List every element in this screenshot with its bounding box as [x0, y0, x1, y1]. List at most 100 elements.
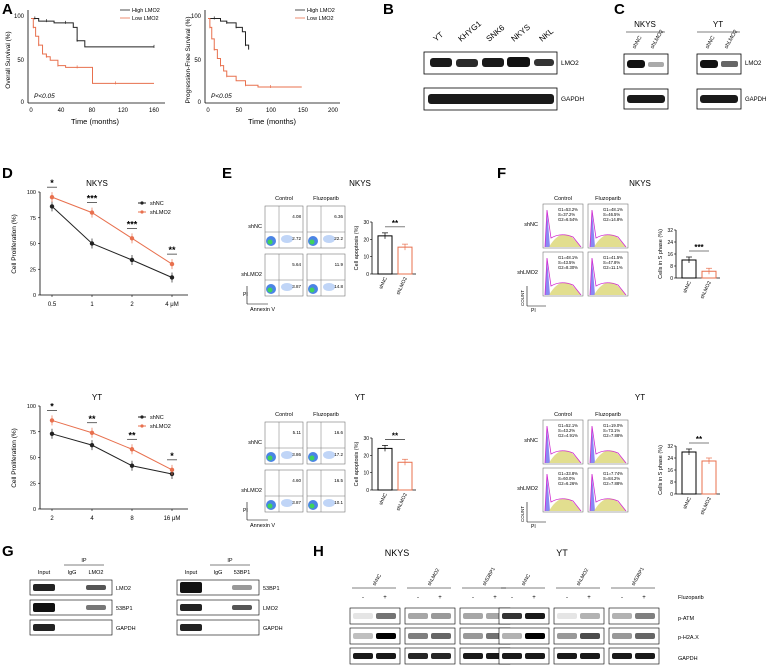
phase-stat: G2=8.30%	[558, 265, 578, 270]
sig-label: *	[170, 451, 174, 461]
axis-label: COUNT	[520, 290, 525, 306]
group-label: sh53BP1	[631, 566, 646, 587]
os-ytick: 100	[14, 14, 25, 20]
y-tick-label: 50	[30, 456, 36, 462]
y-tick-label: 25	[30, 481, 36, 487]
os-xlabel: Time (months)	[71, 117, 120, 126]
phase-stat: G1=19.0%	[603, 423, 623, 428]
group-label: shLMO2	[576, 567, 591, 587]
band-label: LMO2	[561, 60, 579, 67]
row-label: shNC	[248, 440, 262, 446]
y-tick-label: 50	[30, 242, 36, 248]
bar	[377, 447, 393, 491]
phase-stat: S=47.8%	[603, 260, 620, 265]
blot-frame	[623, 53, 669, 75]
band-label: GAPDH	[678, 656, 698, 662]
survival-curve	[31, 17, 154, 84]
lane-label: shNC	[705, 35, 717, 50]
blot-band	[353, 613, 373, 619]
series-line	[51, 419, 173, 471]
y-tick-label: 16	[667, 252, 673, 258]
os-xtick: 120	[118, 108, 129, 114]
d-ylabel: Cell Proliferation (%)	[11, 214, 18, 274]
cell-cluster-core	[309, 239, 315, 245]
y-tick-label: 0	[366, 272, 369, 278]
col-label: Control	[275, 412, 293, 418]
quadrant-value: 4.60	[292, 478, 301, 483]
axis-label: Annexin V	[250, 523, 275, 529]
pfs-xtick: 200	[328, 108, 339, 114]
blot-band	[408, 613, 428, 619]
panel-g: G IP Input IgG LMO2 LMO2 53BP1 GAPDH IP …	[2, 543, 283, 636]
pfs-ytick: 50	[194, 58, 201, 64]
legend-marker	[140, 424, 144, 428]
series-line	[51, 206, 173, 278]
data-point	[49, 418, 55, 423]
blot-band	[557, 633, 577, 639]
data-point	[129, 257, 135, 263]
fit-curve	[589, 473, 627, 512]
blot-band	[635, 633, 655, 639]
lane-label: YT	[432, 30, 446, 44]
block-title: NKYS	[629, 179, 651, 188]
group-label: sh53BP1	[482, 566, 497, 587]
sig-label: ***	[127, 219, 138, 229]
blot-band	[463, 653, 483, 659]
blot-band	[428, 94, 554, 104]
pfs-ytick: 100	[191, 14, 202, 20]
lane-label: Input	[38, 570, 51, 576]
y-tick-label: 75	[30, 216, 36, 222]
blot-band	[534, 59, 554, 66]
y-tick-label: 0	[366, 488, 369, 494]
ip-label: IP	[227, 558, 233, 564]
band-label: GAPDH	[561, 96, 584, 103]
blot-band	[408, 653, 428, 659]
bar	[397, 246, 413, 275]
blot-frame	[498, 627, 550, 645]
blot-band	[33, 584, 55, 591]
s-phase-area	[594, 282, 626, 295]
phase-stat: S=46.5%	[603, 212, 620, 217]
bar-category: shLMO2	[699, 280, 713, 300]
chart-title: NKYS	[86, 179, 108, 188]
blot-frame	[349, 647, 401, 665]
quadrant-value: 5.64	[292, 262, 301, 267]
data-point	[169, 467, 175, 473]
data-point	[89, 430, 95, 435]
quadrant-value: 17.2	[334, 452, 343, 457]
group-title: NKYS	[634, 20, 656, 29]
blot-band	[431, 633, 451, 639]
band-label: GAPDH	[263, 626, 283, 632]
s-phase-area	[549, 498, 581, 511]
os-legend-low: Low LMO2	[132, 16, 159, 22]
blot-frame	[553, 647, 605, 665]
sig-label: **	[168, 245, 176, 255]
data-point	[89, 241, 95, 246]
cell-scatter	[281, 451, 293, 459]
panel-h-letter: H	[313, 543, 324, 560]
legend-marker	[140, 201, 144, 205]
phase-stat: G1=52.1%	[558, 423, 578, 428]
y-tick-label: 0	[670, 276, 673, 282]
quadrant-value: 2.72	[292, 236, 301, 241]
quadrant-value: 16.5	[334, 478, 343, 483]
blot-band	[232, 605, 252, 610]
panel-c-letter: C	[614, 1, 625, 18]
phase-stat: G1=41.5%	[603, 255, 623, 260]
y-tick-label: 32	[667, 228, 673, 234]
y-tick-label: 8	[670, 480, 673, 486]
blot-band	[525, 613, 545, 619]
blot-band	[507, 57, 530, 67]
pfs-pvalue: P<0.05	[211, 93, 232, 100]
block-title: YT	[355, 393, 365, 402]
fit-curve	[544, 209, 582, 248]
g1-peak	[590, 426, 595, 463]
row-label: shNC	[524, 222, 538, 228]
series-line	[51, 196, 173, 265]
fit-curve	[544, 425, 582, 464]
bar	[377, 235, 393, 275]
phase-stat: G2=7.88%	[603, 433, 623, 438]
col-label: Fluzoparib	[595, 412, 621, 418]
phase-stat: G2=4.91%	[558, 433, 578, 438]
cell-scatter	[323, 283, 335, 291]
